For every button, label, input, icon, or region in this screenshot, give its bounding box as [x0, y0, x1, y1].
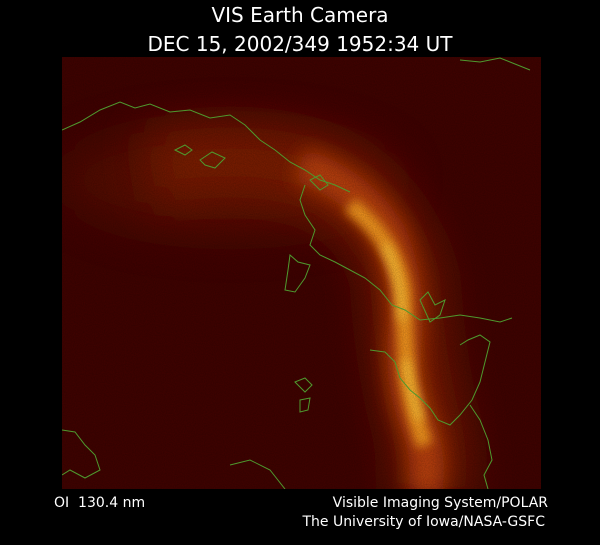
camera-image — [62, 57, 541, 489]
coastlines — [62, 57, 531, 489]
credit-line: The University of Iowa/NASA-GSFC — [301, 514, 545, 530]
subtitle: DEC 15, 2002/349 1952:34 UT — [148, 32, 454, 56]
title: VIS Earth Camera — [211, 3, 388, 27]
filter-label: OI 130.4 nm — [54, 495, 145, 511]
credit-line: Visible Imaging System/POLAR — [333, 495, 549, 511]
